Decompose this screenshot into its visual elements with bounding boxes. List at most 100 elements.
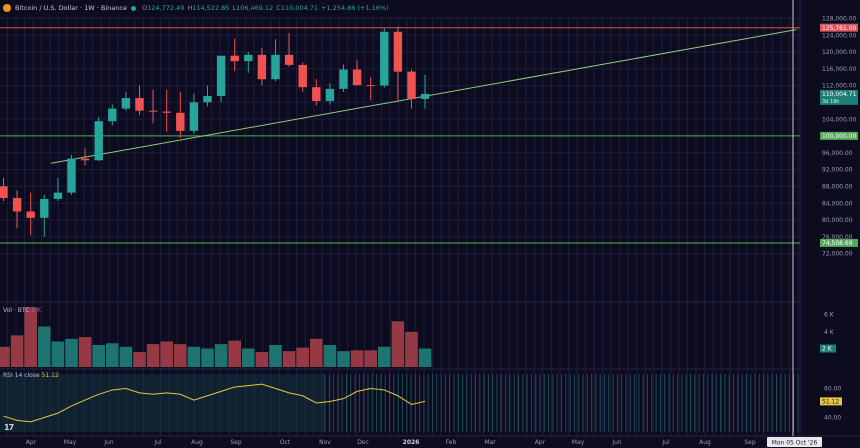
candle xyxy=(230,38,239,71)
candlestick-series xyxy=(0,26,430,237)
candle xyxy=(366,77,375,101)
price-tick-label: 112,000.00 xyxy=(822,83,857,90)
price-tick-label: 88,000.00 xyxy=(822,184,853,191)
time-tick-label: Sep xyxy=(744,439,756,446)
volume-bar xyxy=(201,348,214,367)
time-tick-label: May xyxy=(64,439,77,446)
candle-body xyxy=(40,198,49,218)
price-badge-label: 125,761.00 xyxy=(822,25,857,32)
volume-title: Vol · BTC xyxy=(3,307,30,314)
candle xyxy=(108,104,117,126)
candle xyxy=(176,91,185,138)
volume-bar xyxy=(78,337,92,367)
volume-bar xyxy=(146,344,160,367)
candle-body xyxy=(135,98,144,111)
volume-bar xyxy=(323,345,337,367)
candle xyxy=(380,27,389,88)
candle xyxy=(339,64,348,92)
volume-bar xyxy=(364,350,377,367)
time-tick-label: Feb xyxy=(446,439,457,446)
time-tick-label: Dec xyxy=(357,439,369,446)
price-tick-label: 80,000.00 xyxy=(822,217,853,224)
volume-bar xyxy=(418,348,432,367)
price-tick-label: 72,000.00 xyxy=(822,251,853,258)
time-tick-label: Aug xyxy=(191,439,203,446)
high-value: 114,522.85 xyxy=(192,4,230,12)
time-tick-label: Apr xyxy=(26,439,37,446)
price-tick-label: 104,000.00 xyxy=(822,116,857,123)
volume-bar xyxy=(378,346,391,367)
candle xyxy=(94,117,103,162)
candle-body xyxy=(26,211,35,218)
volume-bar xyxy=(282,351,296,367)
candle xyxy=(216,55,226,103)
candle-body xyxy=(0,186,8,199)
low-value: 106,469.12 xyxy=(236,4,274,12)
candle-body xyxy=(176,112,185,131)
rsi-title: RSI 14 close xyxy=(3,372,40,379)
candle-body xyxy=(53,192,63,199)
close-value: 110,004.71 xyxy=(280,4,319,12)
candle-body xyxy=(257,54,267,80)
volume-pane-legend[interactable]: Vol · BTC 2 K xyxy=(3,307,41,314)
volume-bar xyxy=(65,338,78,367)
volume-bar xyxy=(296,347,309,367)
volume-bar xyxy=(337,351,350,367)
time-axis[interactable]: Apr May Jun Jul Aug Sep Oct Nov Dec 2026 Feb Mar Apr… xyxy=(26,437,822,447)
rsi-pane-legend[interactable]: RSI 14 close 51.12 xyxy=(3,372,59,379)
close-label: C xyxy=(276,4,281,12)
candle xyxy=(393,26,403,103)
candle-body xyxy=(352,69,362,86)
time-tick-label: Oct xyxy=(280,439,291,446)
candle-body xyxy=(216,55,226,96)
time-tick-label: 2026 xyxy=(403,439,420,446)
volume-bar xyxy=(242,348,255,367)
candle-body xyxy=(325,88,335,102)
symbol-legend[interactable]: Bitcoin / U.S. Dollar · 1W · Binance O 12… xyxy=(0,0,389,16)
volume-bar xyxy=(255,352,269,367)
candle-body xyxy=(67,158,76,193)
rsi-badge xyxy=(820,397,842,406)
candle xyxy=(0,177,8,201)
candle xyxy=(12,190,22,229)
volume-bar xyxy=(38,326,51,367)
price-badge xyxy=(820,89,858,105)
candle-body xyxy=(203,96,212,103)
volume-bar xyxy=(51,341,65,367)
time-tick-label: Jul xyxy=(153,439,162,446)
bitcoin-logo-icon xyxy=(3,4,11,12)
candle-body xyxy=(94,121,103,161)
volume-bar xyxy=(228,340,241,367)
candle-body xyxy=(312,87,321,102)
volume-bar xyxy=(405,331,418,367)
volume-legend-value: 2 K xyxy=(31,307,41,314)
rsi-tick-label: 40.00 xyxy=(824,415,841,422)
rsi-pane xyxy=(0,374,799,432)
volume-bar xyxy=(187,346,201,367)
candle-body xyxy=(284,54,294,65)
candle xyxy=(325,83,335,105)
candle-body xyxy=(148,110,158,112)
candle-body xyxy=(339,69,348,89)
crosshair-date-label: Mon 05 Oct '26 xyxy=(772,440,818,447)
price-tick-label: 124,000.00 xyxy=(822,32,857,39)
candle-body xyxy=(80,158,90,161)
tradingview-logo-icon[interactable]: 17 xyxy=(4,423,14,432)
time-tick-label: Nov xyxy=(319,439,331,446)
price-badge xyxy=(820,23,858,32)
horizontal-levels[interactable] xyxy=(0,27,800,244)
symbol-title[interactable]: Bitcoin / U.S. Dollar · 1W · Binance xyxy=(15,4,127,12)
candle-body xyxy=(244,54,253,62)
candle xyxy=(312,79,321,106)
candle xyxy=(352,60,362,86)
crosshair-date-badge xyxy=(767,437,822,447)
volume-bar xyxy=(174,344,187,367)
volume-bar xyxy=(106,343,119,367)
price-tick-label: 84,000.00 xyxy=(822,200,853,207)
volume-axis: 6 K 4 K 2 K xyxy=(820,311,836,353)
candle-body xyxy=(189,102,199,131)
price-axis[interactable]: 128,000.00 124,000.00 120,000.00 116,000.00… xyxy=(820,16,858,258)
volume-badge xyxy=(820,344,836,353)
candle xyxy=(284,33,294,67)
